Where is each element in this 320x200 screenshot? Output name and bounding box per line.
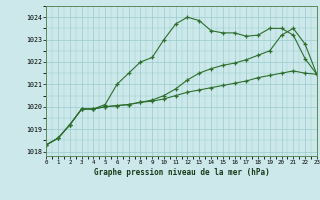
X-axis label: Graphe pression niveau de la mer (hPa): Graphe pression niveau de la mer (hPa) [94, 168, 269, 177]
